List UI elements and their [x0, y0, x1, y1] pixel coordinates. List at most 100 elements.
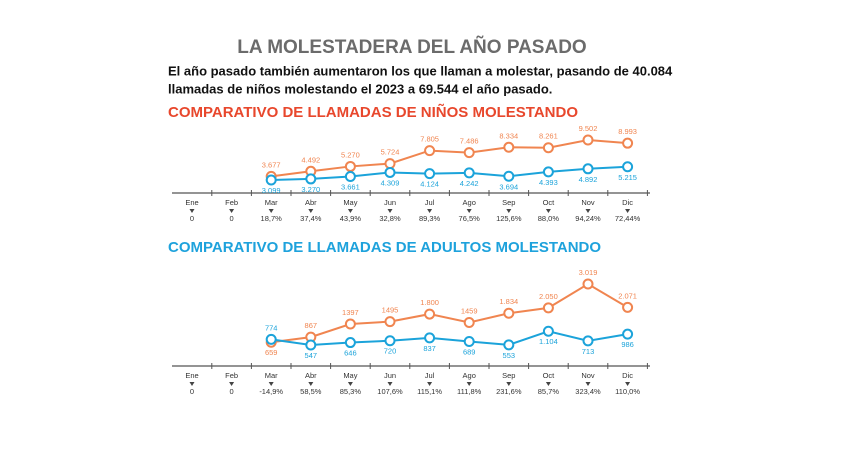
value-label: 4.242	[460, 179, 479, 188]
value-label: 713	[582, 347, 595, 356]
series-line	[271, 165, 628, 181]
point	[503, 170, 515, 182]
point	[582, 278, 594, 290]
marker-triangle	[268, 209, 274, 213]
point	[582, 335, 594, 347]
change-label: 37,4%	[300, 214, 322, 223]
change-label: 18,7%	[261, 214, 283, 223]
value-label: 8.993	[618, 127, 637, 136]
value-label: 5.270	[341, 150, 360, 159]
x-tick-label: Jul	[425, 371, 435, 380]
marker-triangle	[625, 382, 631, 386]
value-label: 7.486	[460, 137, 479, 146]
value-label: 1459	[461, 306, 478, 315]
value-label: 5.724	[381, 148, 400, 157]
change-label: 231,6%	[496, 387, 522, 396]
point	[384, 158, 396, 170]
value-label: 867	[305, 321, 318, 330]
value-label: 1.800	[420, 298, 439, 307]
point	[503, 339, 515, 351]
change-label: 0	[190, 214, 194, 223]
value-label: 774	[265, 323, 278, 332]
marker-triangle	[427, 209, 433, 213]
x-tick-label: Ago	[463, 198, 476, 207]
point	[344, 160, 356, 172]
point	[542, 142, 554, 154]
marker-triangle	[229, 209, 235, 213]
point	[582, 134, 594, 146]
change-label: -14,9%	[259, 387, 283, 396]
value-label: 837	[423, 344, 436, 353]
point	[622, 328, 634, 340]
point	[542, 325, 554, 337]
change-label: 72,44%	[615, 214, 641, 223]
chart-title: COMPARATIVO DE LLAMADAS DE NIÑOS MOLESTA…	[168, 103, 578, 121]
x-tick-label: Nov	[581, 371, 595, 380]
point	[384, 166, 396, 178]
marker-triangle	[585, 209, 591, 213]
point	[463, 167, 475, 179]
point	[463, 147, 475, 159]
chart-title: COMPARATIVO DE LLAMADAS DE ADULTOS MOLES…	[168, 239, 601, 256]
marker-triangle	[347, 209, 353, 213]
marker-triangle	[506, 209, 512, 213]
x-tick-label: Sep	[502, 198, 515, 207]
point	[344, 170, 356, 182]
value-label: 4.892	[579, 175, 598, 184]
series-line	[271, 330, 628, 347]
value-label: 1495	[382, 306, 399, 315]
x-tick-label: Dic	[622, 198, 633, 207]
change-label: 115,1%	[417, 387, 442, 396]
point	[463, 316, 475, 328]
x-tick-label: Sep	[502, 371, 515, 380]
value-label: 4.393	[539, 178, 558, 187]
x-tick-label: May	[343, 371, 357, 380]
change-label: 125,6%	[496, 214, 522, 223]
x-tick-label: Ene	[185, 198, 198, 207]
point	[384, 335, 396, 347]
point	[305, 173, 317, 185]
point	[463, 335, 475, 347]
point	[265, 333, 277, 345]
change-label: 89,3%	[419, 214, 441, 223]
marker-triangle	[625, 209, 631, 213]
series-line	[271, 282, 629, 344]
value-label: 2.071	[618, 291, 637, 300]
change-label: 110,0%	[615, 387, 640, 396]
x-tick-label: Ene	[185, 371, 198, 380]
x-tick-label: Jun	[384, 371, 396, 380]
change-label: 0	[190, 387, 194, 396]
marker-triangle	[387, 209, 393, 213]
value-label: 4.492	[301, 155, 320, 164]
value-label: 1397	[342, 308, 359, 317]
point	[424, 308, 436, 320]
change-label: 32,8%	[379, 214, 401, 223]
x-tick-label: Abr	[305, 371, 317, 380]
value-label: 7.805	[420, 135, 439, 144]
value-label: 3.694	[499, 182, 518, 191]
x-tick-label: Abr	[305, 198, 317, 207]
value-label: 3.677	[262, 160, 281, 169]
value-label: 986	[621, 340, 634, 349]
x-tick-label: Feb	[225, 371, 238, 380]
point	[305, 339, 317, 351]
point	[424, 145, 436, 157]
marker-triangle	[466, 209, 472, 213]
marker-triangle	[308, 209, 314, 213]
point	[344, 318, 356, 330]
change-label: 43,9%	[340, 214, 362, 223]
marker-triangle	[308, 382, 314, 386]
point	[424, 332, 436, 344]
marker-triangle	[466, 382, 472, 386]
marker-triangle	[545, 209, 551, 213]
x-tick-label: Dic	[622, 371, 633, 380]
value-label: 547	[305, 351, 318, 360]
change-label: 76,5%	[459, 214, 481, 223]
value-label: 553	[503, 351, 516, 360]
point	[503, 141, 515, 153]
marker-triangle	[229, 382, 235, 386]
value-label: 720	[384, 347, 397, 356]
change-label: 107,6%	[377, 387, 403, 396]
value-label: 5.215	[618, 173, 637, 182]
value-label: 1.104	[539, 337, 558, 346]
